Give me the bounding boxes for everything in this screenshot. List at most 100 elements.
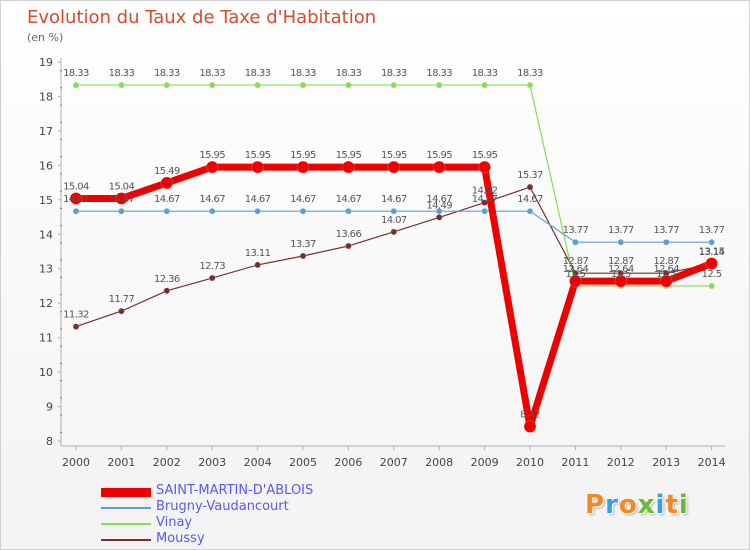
data-label: 18.33 — [472, 68, 498, 79]
data-label: 14.92 — [472, 186, 498, 197]
data-label: 13.14 — [699, 247, 725, 258]
data-point — [254, 261, 261, 269]
y-tick-label: 17 — [39, 125, 53, 138]
data-label: 13.66 — [336, 229, 362, 240]
data-point — [390, 81, 398, 89]
data-label: 18.33 — [336, 68, 362, 79]
data-label: 15.95 — [245, 150, 271, 161]
data-point — [299, 252, 307, 260]
legend-swatch — [101, 523, 151, 525]
data-point — [72, 81, 80, 89]
data-label: 8.42 — [520, 410, 540, 421]
data-point — [478, 160, 491, 174]
x-tick-label: 2013 — [652, 456, 680, 469]
data-label: 18.33 — [381, 68, 407, 79]
x-tick-label: 2003 — [198, 456, 226, 469]
data-label: 12.5 — [611, 269, 631, 280]
data-label: 14.49 — [426, 200, 452, 211]
y-tick-label: 18 — [39, 90, 53, 103]
data-label: 18.33 — [63, 68, 89, 79]
data-label: 15.49 — [154, 166, 180, 177]
data-point — [251, 160, 264, 174]
y-tick-label: 16 — [39, 159, 53, 172]
data-label: 15.04 — [109, 181, 135, 192]
chart-title: Evolution du Taux de Taxe d'Habitation — [27, 7, 377, 28]
data-point — [342, 160, 355, 174]
data-point — [208, 81, 216, 89]
data-point — [526, 81, 534, 89]
data-label: 13.11 — [245, 248, 271, 259]
data-label: 14.67 — [336, 194, 362, 205]
data-label: 12.73 — [199, 261, 225, 272]
legend-label: Vinay — [156, 515, 193, 530]
data-point — [662, 238, 670, 246]
legend-swatch — [101, 488, 151, 497]
data-label: 14.07 — [381, 215, 407, 226]
legend-swatch — [101, 507, 151, 509]
data-point — [705, 257, 718, 270]
data-point — [163, 207, 171, 215]
data-label: 12.64 — [608, 264, 634, 275]
y-tick-label: 8 — [46, 435, 53, 448]
data-point — [118, 307, 125, 315]
x-tick-label: 2002 — [153, 456, 181, 469]
data-label: 13.77 — [608, 225, 634, 236]
y-tick-label: 19 — [39, 56, 53, 69]
x-tick-label: 2008 — [425, 456, 453, 469]
y-tick-label: 13 — [39, 263, 53, 276]
data-point — [72, 207, 80, 215]
x-tick-label: 2014 — [698, 456, 726, 469]
data-point — [118, 207, 125, 215]
data-label: 18.33 — [290, 68, 316, 79]
data-point — [160, 176, 174, 190]
y-tick-label: 11 — [39, 332, 53, 345]
data-point — [526, 183, 534, 191]
data-point — [435, 81, 443, 89]
data-label: 12.36 — [154, 274, 180, 285]
data-label: 11.77 — [109, 294, 135, 305]
data-point — [390, 228, 398, 236]
data-point — [708, 282, 715, 290]
legend-swatch — [101, 539, 151, 541]
data-point — [208, 274, 216, 282]
data-label: 12.64 — [653, 264, 679, 275]
data-label: 11.32 — [63, 310, 89, 321]
data-label: 12.5 — [702, 269, 722, 280]
data-label: 14.67 — [381, 194, 407, 205]
data-label: 12.87 — [608, 256, 634, 267]
data-point — [435, 214, 443, 221]
data-label: 15.95 — [381, 150, 407, 161]
data-label: 18.33 — [517, 68, 543, 79]
data-point — [572, 238, 579, 246]
data-label: 12.5 — [565, 269, 585, 280]
y-tick-label: 10 — [39, 366, 53, 379]
logo-letter: P — [585, 490, 606, 520]
x-tick-label: 2012 — [607, 456, 635, 469]
data-label: 14.67 — [290, 194, 316, 205]
data-label: 14.67 — [517, 194, 543, 205]
data-label: 18.33 — [154, 68, 180, 79]
data-point — [526, 207, 534, 215]
data-point — [163, 81, 171, 89]
y-tick-label: 14 — [39, 228, 53, 241]
x-tick-label: 2004 — [244, 456, 272, 469]
data-label: 14.67 — [109, 194, 135, 205]
data-label: 15.95 — [472, 150, 498, 161]
data-label: 15.95 — [199, 150, 225, 161]
data-point — [205, 160, 219, 174]
data-label: 18.33 — [426, 68, 452, 79]
data-label: 18.33 — [109, 68, 135, 79]
data-label: 14.67 — [472, 194, 498, 205]
proxiti-logo: Proxiti — [585, 490, 689, 520]
data-point — [163, 287, 171, 295]
x-tick-label: 2010 — [516, 456, 544, 469]
data-label: 12.87 — [563, 256, 589, 267]
data-point — [659, 274, 673, 288]
logo-letter: t — [665, 490, 679, 520]
data-point — [345, 81, 352, 89]
data-point — [254, 81, 261, 89]
data-point — [345, 207, 352, 215]
data-point — [115, 192, 128, 205]
